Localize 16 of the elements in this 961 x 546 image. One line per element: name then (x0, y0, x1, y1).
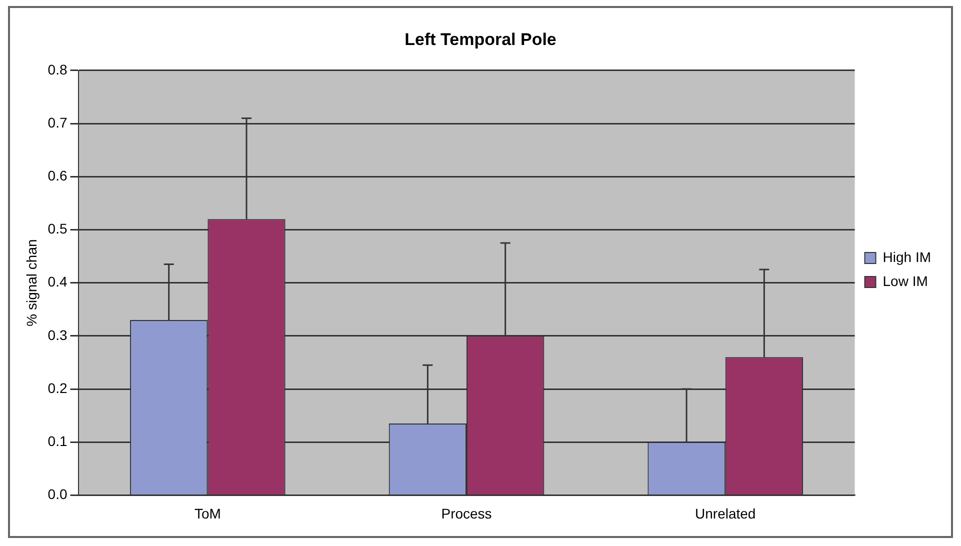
y-tick-label: 0.6 (48, 167, 68, 184)
x-tick-label: ToM (194, 505, 221, 522)
y-tick-label: 0.2 (48, 380, 68, 396)
y-tick-label: 0.3 (48, 326, 68, 343)
y-tick-label: 0.0 (48, 486, 68, 502)
y-tick-label: 0.1 (48, 432, 68, 449)
y-axis-title: % signal chan (23, 239, 40, 326)
y-tick-label: 0.7 (48, 114, 68, 130)
x-tick-label: Process (441, 505, 492, 522)
y-tick-label: 0.5 (48, 220, 68, 237)
chart-title: Left Temporal Pole (404, 30, 556, 49)
y-tick-label: 0.8 (48, 61, 68, 78)
x-tick-label: Unrelated (694, 505, 756, 522)
legend-label: High IM (882, 248, 931, 265)
legend-label: Low IM (882, 272, 928, 289)
y-tick-label: 0.4 (48, 274, 68, 290)
